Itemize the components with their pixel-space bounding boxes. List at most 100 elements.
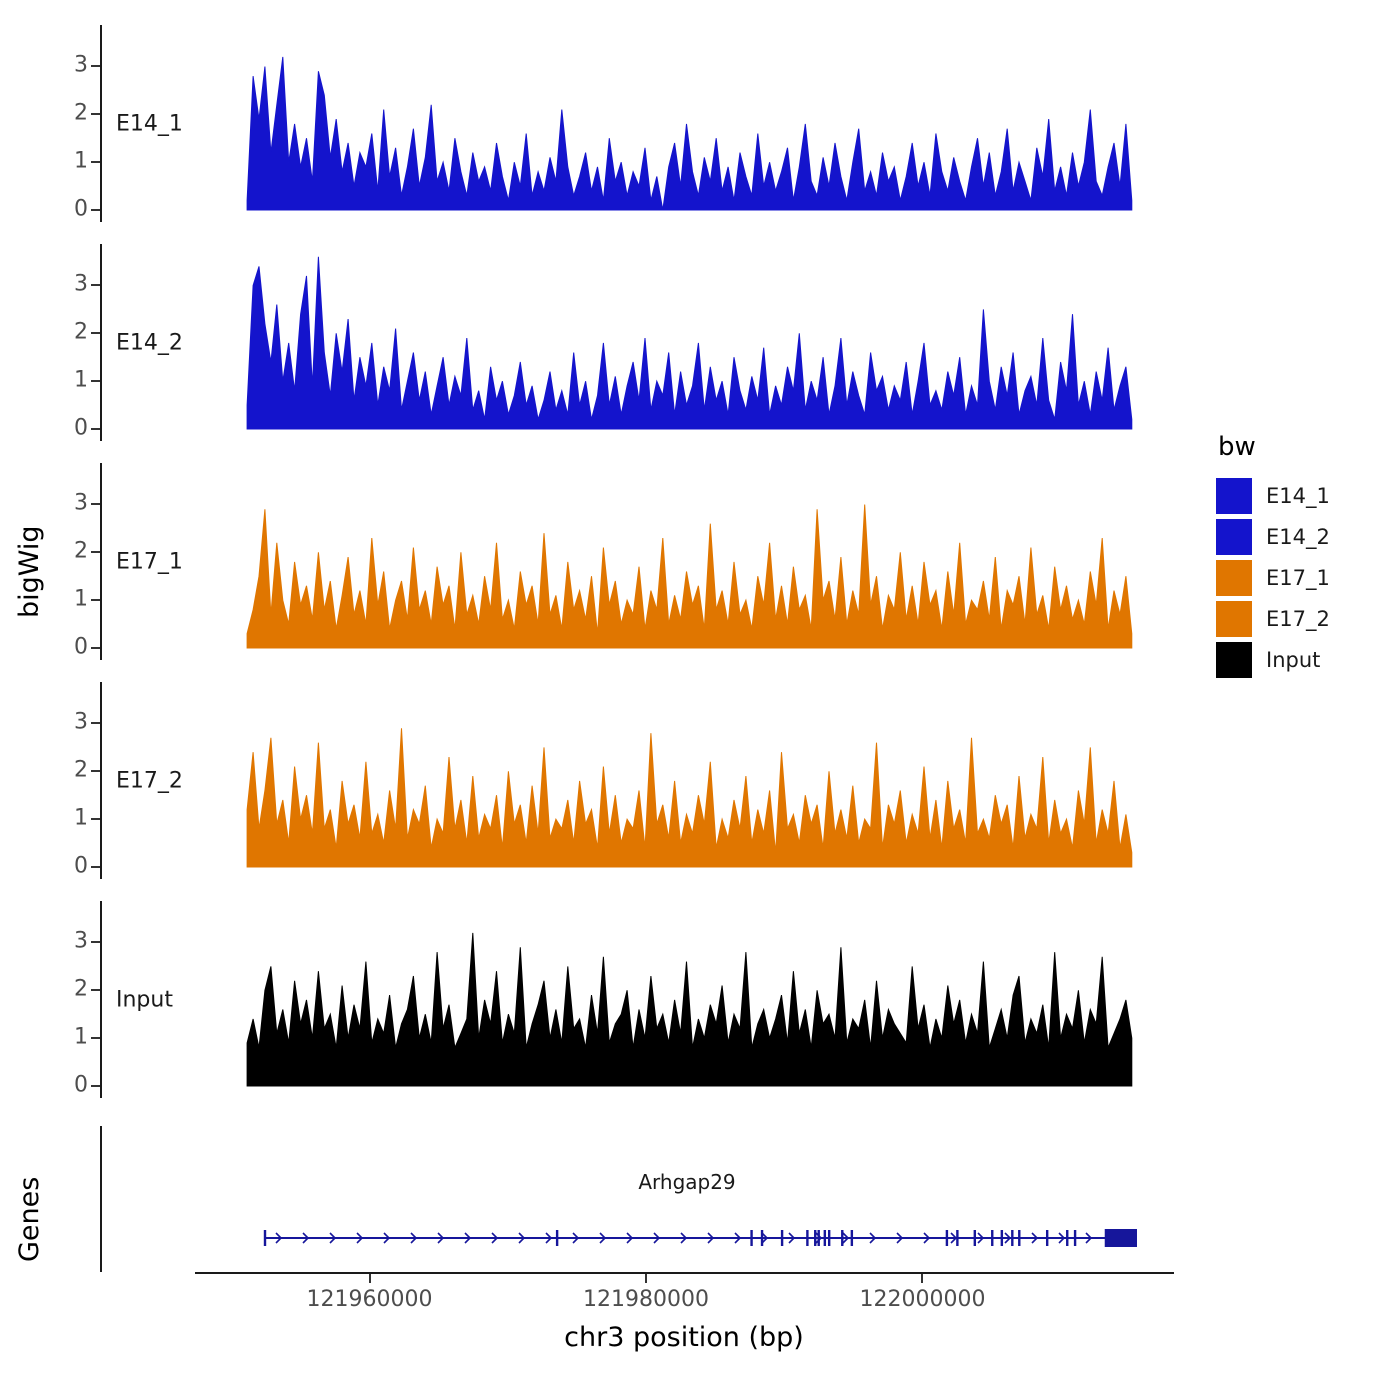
y-tick-mark (91, 284, 100, 287)
exon-mark (760, 1230, 764, 1246)
y-tick-mark (91, 647, 100, 649)
coverage-area-input (246, 932, 1133, 1087)
coverage-area-e17-2 (246, 728, 1133, 868)
legend-item: E17_1 (1216, 560, 1330, 596)
coverage-area-e14-2 (246, 256, 1133, 430)
strand-arrow-icon (1004, 1232, 1012, 1244)
y-tick-mark (91, 599, 100, 602)
legend-title: bw (1218, 432, 1256, 462)
y-tick-label: 2 (74, 757, 88, 783)
track-label: Input (116, 987, 173, 1012)
plot-area: 0 1 2 3 E14_1 0 1 2 3 E14_2 0 1 2 3 E17_1 0 1 2 3 E1… (38, 25, 1178, 1362)
x-tick-mark (645, 1274, 648, 1283)
strand-arrow-icon (761, 1232, 769, 1244)
y-tick-label: 1 (74, 367, 88, 393)
exon-mark (1073, 1230, 1077, 1246)
y-tick-mark (91, 941, 100, 944)
x-axis: 121960000 121980000 122000000 (100, 1272, 1175, 1318)
exon-mark (817, 1230, 820, 1246)
genes-row: Arhgap29 (38, 1126, 1178, 1272)
strand-arrow-icon (653, 1232, 661, 1244)
exon-mark (1045, 1230, 1049, 1246)
legend-label: E14_1 (1266, 484, 1330, 508)
strand-arrow-icon (950, 1232, 958, 1244)
strand-arrow-icon (626, 1232, 634, 1244)
x-title-spacer (38, 1318, 100, 1362)
y-tick-label: 0 (74, 1072, 88, 1098)
x-tick-mark (368, 1274, 371, 1283)
track-panel-input: Input (100, 901, 1177, 1098)
strand-arrow-icon (1085, 1232, 1093, 1244)
legend-label: E17_2 (1266, 607, 1330, 631)
exon-mark (814, 1230, 817, 1246)
y-tick-mark (91, 161, 100, 164)
legend-label: Input (1266, 648, 1321, 672)
strand-arrow-icon (383, 1232, 391, 1244)
y-axis-ticks: 0 1 2 3 (38, 25, 100, 222)
x-axis-title-row: chr3 position (bp) (38, 1318, 1178, 1362)
y-tick-mark (91, 989, 100, 992)
exon-mark (827, 1230, 831, 1246)
y-tick-mark (91, 722, 100, 725)
legend-item: E17_2 (1216, 601, 1330, 637)
legend-swatch-icon (1216, 519, 1252, 555)
strand-arrow-icon (869, 1232, 877, 1244)
x-tick-label: 121980000 (583, 1287, 710, 1312)
track-row-e17-1: 0 1 2 3 E17_1 (38, 463, 1178, 660)
exon-mark (1066, 1230, 1069, 1246)
exon-mark (973, 1230, 977, 1246)
strand-arrow-icon (680, 1232, 688, 1244)
y-axis-ticks: 0 1 2 3 (38, 463, 100, 660)
y-axis-ticks: 0 1 2 3 (38, 682, 100, 879)
track-label: E14_2 (116, 330, 183, 355)
track-row-e14-2: 0 1 2 3 E14_2 (38, 244, 1178, 441)
exon-mark (945, 1230, 949, 1246)
exon-mark (806, 1230, 809, 1246)
legend-label: E17_1 (1266, 566, 1330, 590)
strand-arrow-icon (491, 1232, 499, 1244)
coverage-area-e17-1 (246, 504, 1133, 649)
track-label: E14_1 (116, 111, 183, 136)
y-tick-label: 3 (74, 272, 88, 298)
y-tick-label: 2 (74, 976, 88, 1002)
y-tick-mark (91, 209, 100, 211)
strand-arrow-icon (1031, 1232, 1039, 1244)
strand-arrow-icon (707, 1232, 715, 1244)
strand-arrow-icon (896, 1232, 904, 1244)
strand-arrow-icon (734, 1232, 742, 1244)
y-axis-ticks: 0 1 2 3 (38, 901, 100, 1098)
exon-mark (956, 1230, 959, 1246)
strand-arrow-icon (923, 1232, 931, 1244)
y-tick-label: 1 (74, 1024, 88, 1050)
coverage-area-e14-1 (246, 56, 1133, 211)
strand-arrow-icon (572, 1232, 580, 1244)
legend-swatch-icon (1216, 478, 1252, 514)
y-tick-label: 2 (74, 538, 88, 564)
y-tick-label: 0 (74, 634, 88, 660)
y-tick-label: 1 (74, 805, 88, 831)
y-tick-label: 0 (74, 196, 88, 222)
track-label: E17_2 (116, 768, 183, 793)
strand-arrow-icon (788, 1232, 796, 1244)
terminal-exon-box (1104, 1229, 1137, 1247)
y-tick-mark (91, 503, 100, 506)
legend: bw E14_1 E14_2 E17_1 E17_2 Input (1216, 432, 1330, 683)
exon-mark (841, 1230, 844, 1246)
track-panel-e14-1: E14_1 (100, 25, 1177, 222)
y-tick-label: 0 (74, 853, 88, 879)
x-tick-label: 122000000 (859, 1287, 986, 1312)
legend-label: E14_2 (1266, 525, 1330, 549)
strand-arrow-icon (464, 1232, 472, 1244)
strand-arrow-icon (437, 1232, 445, 1244)
y-tick-label: 3 (74, 491, 88, 517)
y-tick-mark (91, 866, 100, 868)
strand-arrow-icon (275, 1232, 283, 1244)
y-tick-mark (91, 770, 100, 773)
strand-arrow-icon (410, 1232, 418, 1244)
exon-mark (780, 1230, 784, 1246)
y-tick-label: 3 (74, 710, 88, 736)
x-axis-row: 121960000 121980000 122000000 (38, 1272, 1178, 1318)
y-tick-label: 0 (74, 415, 88, 441)
y-tick-label: 2 (74, 319, 88, 345)
strand-arrow-icon (545, 1232, 553, 1244)
